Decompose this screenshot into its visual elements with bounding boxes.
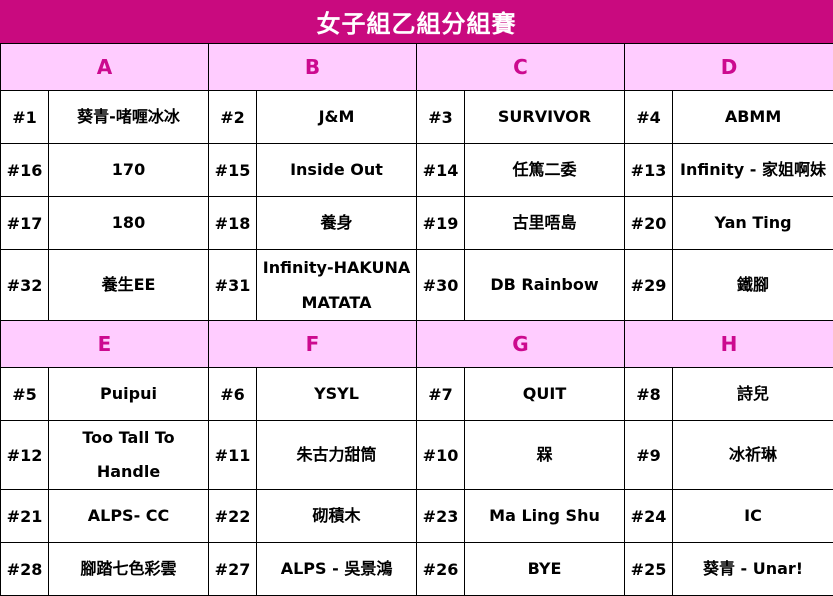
seed-number: #7 — [417, 368, 465, 421]
seed-number: #6 — [209, 368, 257, 421]
group-label-f: F — [209, 321, 417, 368]
team-name: ALPS - 吳景鴻 — [257, 543, 417, 596]
team-name: Infinity-HAKUNA MATATA — [257, 250, 417, 321]
team-name: 養身 — [257, 197, 417, 250]
group-label-c: C — [417, 44, 625, 91]
seed-number: #22 — [209, 490, 257, 543]
team-name: IC — [673, 490, 833, 543]
team-name: ABMM — [673, 91, 833, 144]
team-name: Infinity - 家姐啊妹 — [673, 144, 833, 197]
team-name: Yan Ting — [673, 197, 833, 250]
sheet-title: 女子組乙組分組賽 — [0, 0, 833, 44]
seed-number: #24 — [625, 490, 673, 543]
team-name: J&M — [257, 91, 417, 144]
seed-number: #27 — [209, 543, 257, 596]
seed-number: #3 — [417, 91, 465, 144]
group-label-a: A — [1, 44, 209, 91]
team-name: ALPS- CC — [49, 490, 209, 543]
seed-number: #10 — [417, 421, 465, 490]
group-label-e: E — [1, 321, 209, 368]
team-name: 葵青 - Unar! — [673, 543, 833, 596]
team-name: Too Tall To Handle — [49, 421, 209, 490]
seed-number: #25 — [625, 543, 673, 596]
team-name: YSYL — [257, 368, 417, 421]
team-name: QUIT — [465, 368, 625, 421]
team-name: 古里唔島 — [465, 197, 625, 250]
team-name: DB Rainbow — [465, 250, 625, 321]
team-name: 葵青-啫喱冰冰 — [49, 91, 209, 144]
seed-number: #23 — [417, 490, 465, 543]
seed-number: #31 — [209, 250, 257, 321]
seed-number: #9 — [625, 421, 673, 490]
seed-number: #11 — [209, 421, 257, 490]
team-name: 冰祈琳 — [673, 421, 833, 490]
seed-number: #15 — [209, 144, 257, 197]
seed-number: #4 — [625, 91, 673, 144]
group-label-g: G — [417, 321, 625, 368]
seed-number: #8 — [625, 368, 673, 421]
team-name: 詩兒 — [673, 368, 833, 421]
team-name: 砌積木 — [257, 490, 417, 543]
team-name: 槑 — [465, 421, 625, 490]
seed-number: #16 — [1, 144, 49, 197]
seed-number: #13 — [625, 144, 673, 197]
team-name: 養生EE — [49, 250, 209, 321]
group-label-h: H — [625, 321, 833, 368]
seed-number: #19 — [417, 197, 465, 250]
seed-number: #5 — [1, 368, 49, 421]
group-label-b: B — [209, 44, 417, 91]
seed-number: #20 — [625, 197, 673, 250]
team-name: Inside Out — [257, 144, 417, 197]
team-name: 180 — [49, 197, 209, 250]
seed-number: #21 — [1, 490, 49, 543]
group-label-d: D — [625, 44, 833, 91]
team-name: 鐵腳 — [673, 250, 833, 321]
seed-number: #12 — [1, 421, 49, 490]
team-name: 170 — [49, 144, 209, 197]
seed-number: #32 — [1, 250, 49, 321]
seed-number: #14 — [417, 144, 465, 197]
team-name: 腳踏七色彩雲 — [49, 543, 209, 596]
team-name: BYE — [465, 543, 625, 596]
seed-number: #28 — [1, 543, 49, 596]
seed-number: #30 — [417, 250, 465, 321]
seed-number: #2 — [209, 91, 257, 144]
team-name: Ma Ling Shu — [465, 490, 625, 543]
seed-number: #1 — [1, 91, 49, 144]
team-name: Puipui — [49, 368, 209, 421]
team-name: 任篤二委 — [465, 144, 625, 197]
seed-number: #17 — [1, 197, 49, 250]
team-name: 朱古力甜筒 — [257, 421, 417, 490]
seed-number: #29 — [625, 250, 673, 321]
seed-number: #18 — [209, 197, 257, 250]
team-name: SURVIVOR — [465, 91, 625, 144]
seed-number: #26 — [417, 543, 465, 596]
